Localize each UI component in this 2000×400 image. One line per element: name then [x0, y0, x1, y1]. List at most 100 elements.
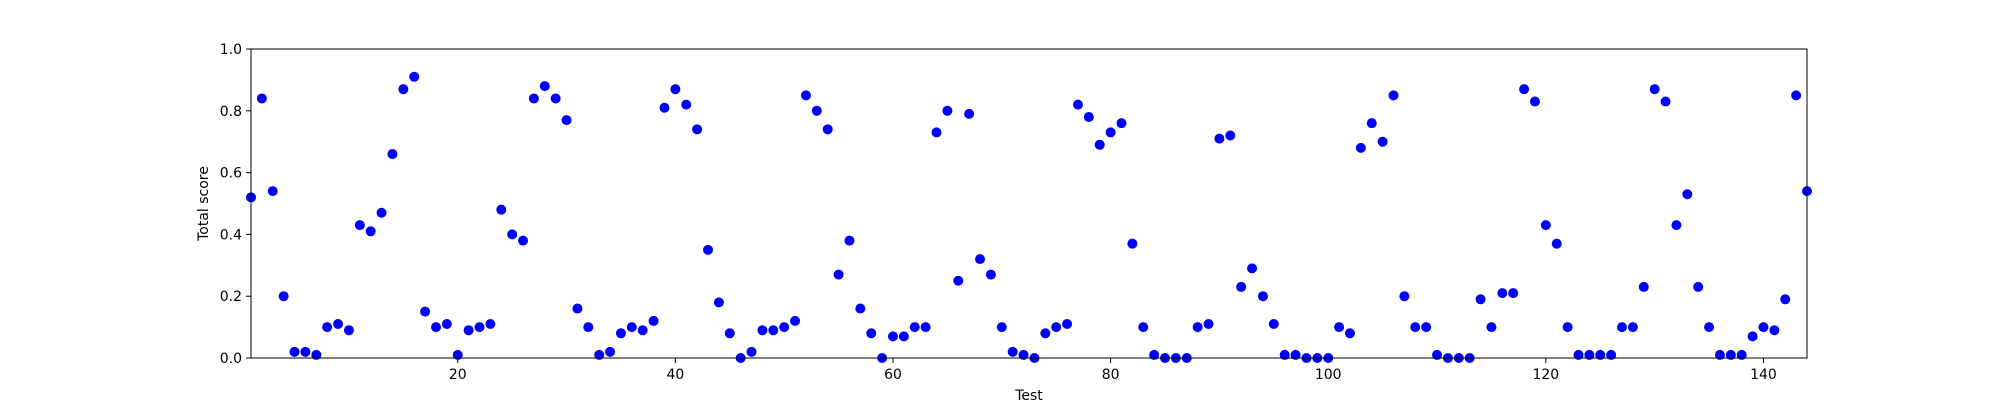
data-point	[528, 93, 539, 104]
data-point	[1562, 322, 1573, 333]
data-point	[1617, 322, 1628, 333]
data-point	[670, 84, 681, 95]
data-point	[1649, 84, 1660, 95]
data-point	[463, 325, 474, 336]
y-tick-label: 0.2	[220, 289, 242, 305]
data-point	[300, 346, 311, 357]
x-tick-label: 140	[1750, 367, 1777, 383]
data-point	[311, 349, 322, 360]
x-tick-label: 60	[884, 367, 902, 383]
data-point	[1072, 99, 1083, 110]
data-point	[1421, 322, 1432, 333]
data-point	[387, 149, 398, 160]
data-point	[1573, 349, 1584, 360]
data-point	[681, 99, 692, 110]
data-point	[376, 207, 387, 218]
data-point	[1018, 349, 1029, 360]
data-point	[1116, 118, 1127, 129]
data-point	[1334, 322, 1345, 333]
data-point	[550, 93, 561, 104]
data-point	[256, 93, 267, 104]
data-point	[1410, 322, 1421, 333]
data-point	[1225, 130, 1236, 141]
data-point	[409, 71, 420, 82]
data-point	[267, 186, 278, 197]
data-point	[996, 322, 1007, 333]
data-point	[1638, 281, 1649, 292]
data-point	[278, 291, 289, 302]
data-point	[1714, 349, 1725, 360]
data-point	[1192, 322, 1203, 333]
data-point	[1040, 328, 1051, 339]
data-point	[594, 349, 605, 360]
data-point	[1519, 84, 1530, 95]
data-point	[1051, 322, 1062, 333]
data-point	[1606, 349, 1617, 360]
data-point	[1007, 346, 1018, 357]
data-point	[1508, 288, 1519, 299]
x-tick-label: 120	[1532, 367, 1559, 383]
data-point	[572, 303, 583, 314]
data-point	[1247, 263, 1258, 274]
data-point	[583, 322, 594, 333]
data-point	[1595, 349, 1606, 360]
data-point	[485, 319, 496, 330]
data-point	[1432, 349, 1443, 360]
data-point	[605, 346, 616, 357]
data-point	[322, 322, 333, 333]
data-point	[692, 124, 703, 135]
data-point	[1584, 349, 1595, 360]
data-point	[1344, 328, 1355, 339]
data-point	[1268, 319, 1279, 330]
data-point	[1725, 349, 1736, 360]
data-point	[800, 90, 811, 101]
data-point	[420, 306, 431, 317]
data-point	[1203, 319, 1214, 330]
data-point	[518, 235, 529, 246]
data-point	[713, 297, 724, 308]
data-point	[768, 325, 779, 336]
data-point	[1377, 136, 1388, 147]
data-point	[1758, 322, 1769, 333]
y-tick-label: 1.0	[220, 42, 242, 58]
data-point	[1704, 322, 1715, 333]
plot-area-frame	[250, 48, 1808, 359]
data-point	[1366, 118, 1377, 129]
data-point	[757, 325, 768, 336]
data-point	[561, 115, 572, 126]
data-point	[1127, 238, 1138, 249]
data-point	[1083, 111, 1094, 122]
x-axis-label: Test	[1014, 388, 1043, 400]
data-point	[811, 105, 822, 116]
y-tick-label: 0.8	[220, 104, 242, 120]
y-tick-label: 0.0	[220, 351, 242, 367]
y-axis-ticks: 0.0 0.2 0.4 0.6 0.8 1.0	[220, 42, 251, 367]
data-point	[615, 328, 626, 339]
data-point	[507, 229, 518, 240]
data-point	[496, 204, 507, 215]
data-point	[1780, 294, 1791, 305]
data-point	[1551, 238, 1562, 249]
data-point	[1236, 281, 1247, 292]
data-point	[1747, 331, 1758, 342]
data-point	[822, 124, 833, 135]
data-point	[790, 315, 801, 326]
data-point	[855, 303, 866, 314]
data-point	[779, 322, 790, 333]
x-tick-label: 80	[1102, 367, 1120, 383]
data-point	[1540, 220, 1551, 231]
y-tick-label: 0.6	[220, 166, 242, 182]
data-point	[887, 331, 898, 342]
x-axis-ticks: 20 40 60 80 100 120 140	[449, 358, 1777, 383]
data-point	[637, 325, 648, 336]
data-point	[920, 322, 931, 333]
data-point	[942, 105, 953, 116]
data-point	[844, 235, 855, 246]
data-point	[289, 346, 300, 357]
data-point	[1769, 325, 1780, 336]
data-point	[975, 254, 986, 265]
data-point	[866, 328, 877, 339]
data-point	[1627, 322, 1638, 333]
data-point	[1497, 288, 1508, 299]
data-point	[1062, 319, 1073, 330]
